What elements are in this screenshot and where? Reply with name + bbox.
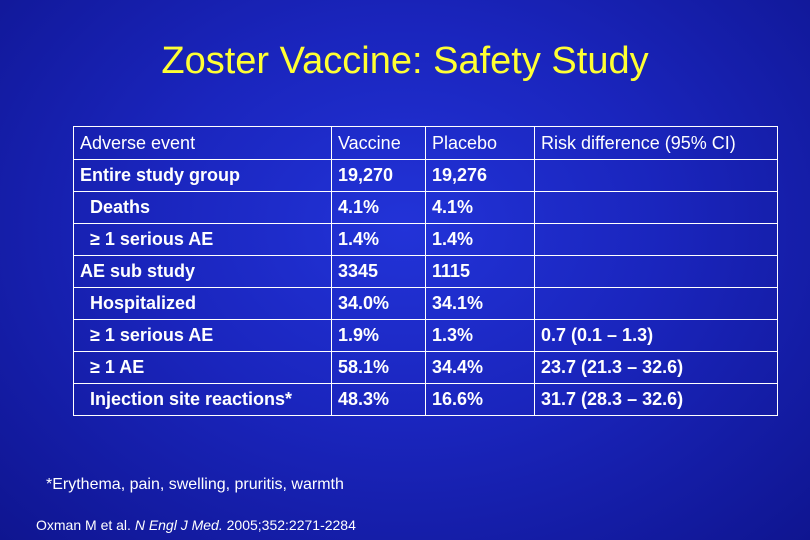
- row-event: Deaths: [73, 191, 332, 224]
- citation-authors: Oxman M et al.: [36, 517, 131, 533]
- row-event: AE sub study: [73, 255, 332, 288]
- row-placebo: 1.4%: [425, 223, 535, 256]
- citation-journal: N Engl J Med.: [134, 517, 223, 533]
- row-risk: [534, 159, 778, 192]
- row-placebo: 4.1%: [425, 191, 535, 224]
- citation: Oxman M et al. N Engl J Med. 2005;352:22…: [36, 517, 356, 533]
- row-vaccine: 48.3%: [331, 383, 426, 416]
- row-event: Injection site reactions*: [73, 383, 332, 416]
- row-event: Entire study group: [73, 159, 332, 192]
- table-row: ≥ 1 AE 58.1% 34.4% 23.7 (21.3 – 32.6): [73, 351, 778, 384]
- header-placebo: Placebo: [425, 126, 535, 160]
- row-placebo: 1.3%: [425, 319, 535, 352]
- row-risk: 23.7 (21.3 – 32.6): [534, 351, 778, 384]
- row-placebo: 1115: [425, 255, 535, 288]
- table-row: ≥ 1 serious AE 1.4% 1.4%: [73, 223, 778, 256]
- row-vaccine: 3345: [331, 255, 426, 288]
- table-row: Deaths 4.1% 4.1%: [73, 191, 778, 224]
- row-event: Hospitalized: [73, 287, 332, 320]
- row-risk: [534, 255, 778, 288]
- row-placebo: 34.4%: [425, 351, 535, 384]
- row-vaccine: 4.1%: [331, 191, 426, 224]
- row-vaccine: 34.0%: [331, 287, 426, 320]
- row-risk: [534, 191, 778, 224]
- row-placebo: 19,276: [425, 159, 535, 192]
- header-vaccine: Vaccine: [331, 126, 426, 160]
- row-risk: 0.7 (0.1 – 1.3): [534, 319, 778, 352]
- row-placebo: 16.6%: [425, 383, 535, 416]
- row-risk: 31.7 (28.3 – 32.6): [534, 383, 778, 416]
- header-adverse-event: Adverse event: [73, 126, 332, 160]
- table-row: Hospitalized 34.0% 34.1%: [73, 287, 778, 320]
- citation-details: 2005;352:2271-2284: [226, 517, 356, 533]
- table-row: Entire study group 19,270 19,276: [73, 159, 778, 192]
- row-vaccine: 58.1%: [331, 351, 426, 384]
- row-vaccine: 1.4%: [331, 223, 426, 256]
- row-event: ≥ 1 serious AE: [73, 319, 332, 352]
- row-risk: [534, 287, 778, 320]
- table-row: ≥ 1 serious AE 1.9% 1.3% 0.7 (0.1 – 1.3): [73, 319, 778, 352]
- row-vaccine: 1.9%: [331, 319, 426, 352]
- table-header-row: Adverse event Vaccine Placebo Risk diffe…: [73, 126, 778, 160]
- row-event: ≥ 1 AE: [73, 351, 332, 384]
- row-event: ≥ 1 serious AE: [73, 223, 332, 256]
- row-risk: [534, 223, 778, 256]
- table-row: Injection site reactions* 48.3% 16.6% 31…: [73, 383, 778, 416]
- safety-table: Adverse event Vaccine Placebo Risk diffe…: [73, 126, 778, 416]
- header-risk-difference: Risk difference (95% CI): [534, 126, 778, 160]
- footnote: *Erythema, pain, swelling, pruritis, war…: [46, 476, 344, 493]
- slide-title: Zoster Vaccine: Safety Study: [161, 40, 649, 82]
- row-vaccine: 19,270: [331, 159, 426, 192]
- row-placebo: 34.1%: [425, 287, 535, 320]
- table-row: AE sub study 3345 1115: [73, 255, 778, 288]
